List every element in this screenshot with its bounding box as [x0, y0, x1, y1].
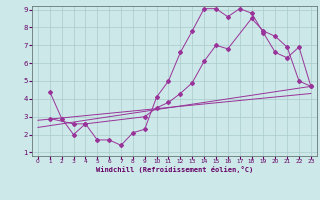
X-axis label: Windchill (Refroidissement éolien,°C): Windchill (Refroidissement éolien,°C): [96, 166, 253, 173]
